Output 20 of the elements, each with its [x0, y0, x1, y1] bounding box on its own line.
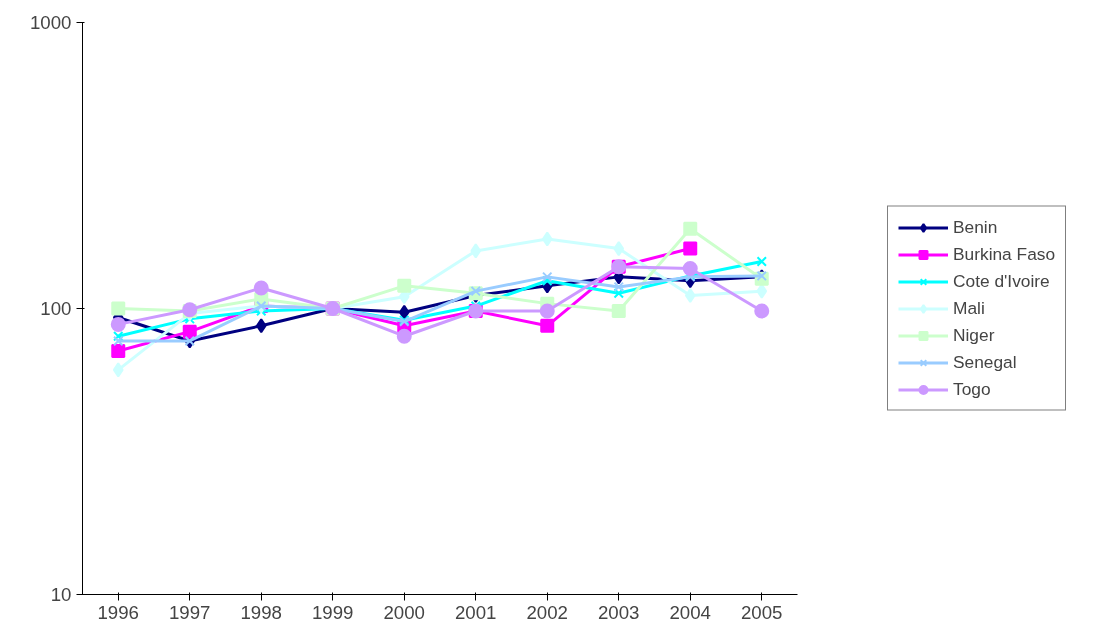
legend-label: Senegal — [953, 351, 1017, 373]
legend-label: Burkina Faso — [953, 243, 1056, 265]
x-tick-label: 1998 — [240, 601, 283, 623]
x-tick-label: 1999 — [312, 601, 354, 623]
legend-label: Togo — [953, 378, 991, 400]
legend-label: Cote d'Ivoire — [953, 270, 1050, 292]
x-tick-label: 2001 — [455, 601, 497, 623]
x-tick-label: 2005 — [741, 601, 783, 623]
legend-label: Mali — [953, 297, 985, 319]
legend-label: Niger — [953, 324, 995, 346]
x-tick-label: 2004 — [669, 601, 712, 623]
x-tick-label: 1997 — [169, 601, 211, 623]
x-tick-label: 1996 — [97, 601, 140, 623]
y-tick-label: 1000 — [30, 12, 72, 33]
legend-label: Benin — [953, 216, 998, 238]
y-tick-label: 100 — [40, 298, 72, 319]
x-tick-label: 2003 — [598, 601, 640, 623]
x-tick-label: 2000 — [383, 601, 426, 623]
y-tick-label: 10 — [50, 584, 72, 605]
x-tick-label: 2002 — [526, 601, 569, 623]
